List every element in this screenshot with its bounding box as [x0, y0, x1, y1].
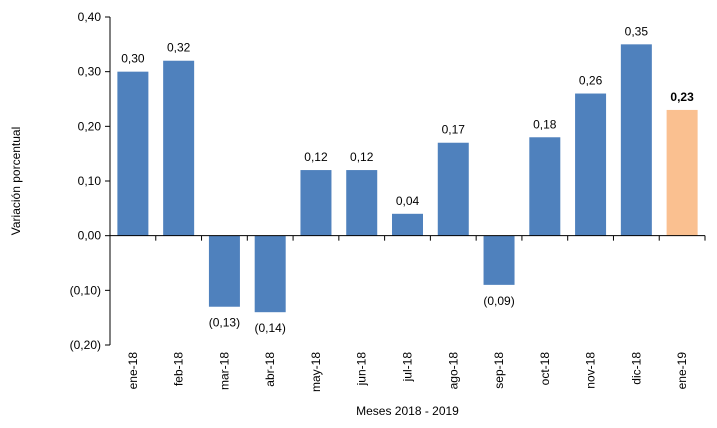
bar-oct-18: [529, 137, 561, 236]
x-tick-label: dic-18: [629, 352, 643, 385]
data-labels: 0,30 0,32 (0,13) (0,14) 0,12 0,12 0,04 0,17 (0,0…: [121, 24, 694, 335]
data-label-ene-18: 0,30: [121, 52, 145, 66]
x-tick-label: sep-18: [492, 352, 506, 389]
bar-feb-18: [163, 60, 195, 236]
data-label-mar-18: (0,13): [209, 316, 240, 330]
bar-dic-18: [620, 44, 652, 236]
x-tick-label: jul-18: [401, 352, 415, 383]
bar-may-18: [300, 170, 332, 236]
bars: [117, 44, 698, 313]
bar-mar-18: [208, 235, 240, 307]
x-tick-label: feb-18: [172, 352, 186, 386]
y-tick-label: 0,40: [78, 10, 102, 24]
x-tick-label: oct-18: [538, 352, 552, 386]
y-tick-label: 0,20: [78, 119, 102, 133]
x-axis-title: Meses 2018 - 2019: [356, 404, 459, 418]
data-label-jul-18: 0,04: [396, 194, 420, 208]
bar-abr-18: [254, 235, 286, 313]
bar-ene-18: [117, 71, 149, 236]
x-tick-label: ene-19: [675, 352, 689, 390]
data-label-oct-18: 0,18: [533, 117, 557, 131]
x-tick-label: may-18: [309, 352, 323, 392]
data-label-nov-18: 0,26: [579, 74, 603, 88]
y-tick-label: 0,00: [78, 229, 102, 243]
x-tick-label: ene-18: [126, 352, 140, 390]
x-tick-label: abr-18: [263, 352, 277, 387]
x-tick-label: ago-18: [446, 352, 460, 390]
bar-ago-18: [437, 142, 469, 236]
x-axis-ticks: ene-18 feb-18 mar-18 abr-18 may-18 jun-18 jul-…: [126, 235, 706, 392]
bar-ene-19: [666, 109, 698, 236]
data-label-ago-18: 0,17: [442, 123, 466, 137]
data-label-dic-18: 0,35: [625, 24, 649, 38]
y-axis-title: Variación porcentual: [9, 127, 23, 236]
x-tick-label: jun-18: [355, 352, 369, 387]
x-tick-label: mar-18: [217, 352, 231, 390]
data-label-may-18: 0,12: [304, 150, 328, 164]
bar-jul-18: [392, 213, 423, 236]
data-label-jun-18: 0,12: [350, 150, 374, 164]
data-label-ene-19: 0,23: [670, 90, 694, 104]
data-label-feb-18: 0,32: [167, 41, 191, 55]
bar-sep-18: [483, 235, 515, 285]
bar-nov-18: [575, 93, 607, 236]
bar-jun-18: [346, 170, 378, 236]
y-tick-label: 0,10: [78, 174, 102, 188]
data-label-abr-18: (0,14): [255, 321, 286, 335]
y-axis-ticks: 0,40 0,30 0,20 0,10 0,00 (0,10) (0,20): [70, 10, 110, 352]
y-tick-label: (0,10): [70, 283, 101, 297]
x-tick-label: nov-18: [584, 352, 598, 389]
data-label-sep-18: (0,09): [483, 294, 514, 308]
y-tick-label: 0,30: [78, 65, 102, 79]
y-tick-label: (0,20): [70, 338, 101, 352]
